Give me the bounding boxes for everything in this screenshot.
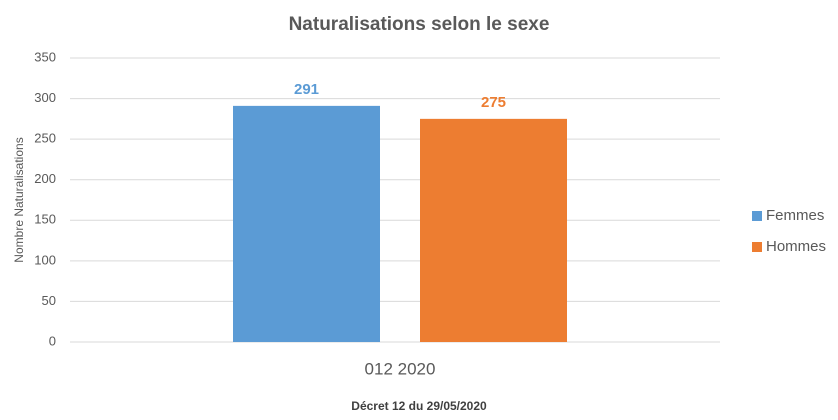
footer: Décret 12 du 29/05/2020 xyxy=(351,399,487,413)
y-tick-label: 0 xyxy=(49,333,56,348)
y-tick-label: 50 xyxy=(42,293,56,308)
legend-label: Hommes xyxy=(766,238,826,255)
y-tick-label: 250 xyxy=(34,131,56,146)
y-axis-label: Nombre Naturalisations xyxy=(12,137,26,262)
legend-label: Femmes xyxy=(766,207,824,224)
y-tick-label: 300 xyxy=(34,90,56,105)
y-tick-label: 150 xyxy=(34,212,56,227)
x-tick-label: 012 2020 xyxy=(365,359,436,378)
chart-title: Naturalisations selon le sexe xyxy=(289,14,550,35)
y-tick-label: 100 xyxy=(34,252,56,267)
bar xyxy=(233,105,380,342)
y-tick-label: 350 xyxy=(34,49,56,64)
y-tick-label: 200 xyxy=(34,171,56,186)
bar xyxy=(420,118,567,342)
data-label: 275 xyxy=(481,94,506,111)
legend-swatch xyxy=(752,242,762,252)
legend-swatch xyxy=(752,211,762,221)
data-label: 291 xyxy=(294,81,319,98)
